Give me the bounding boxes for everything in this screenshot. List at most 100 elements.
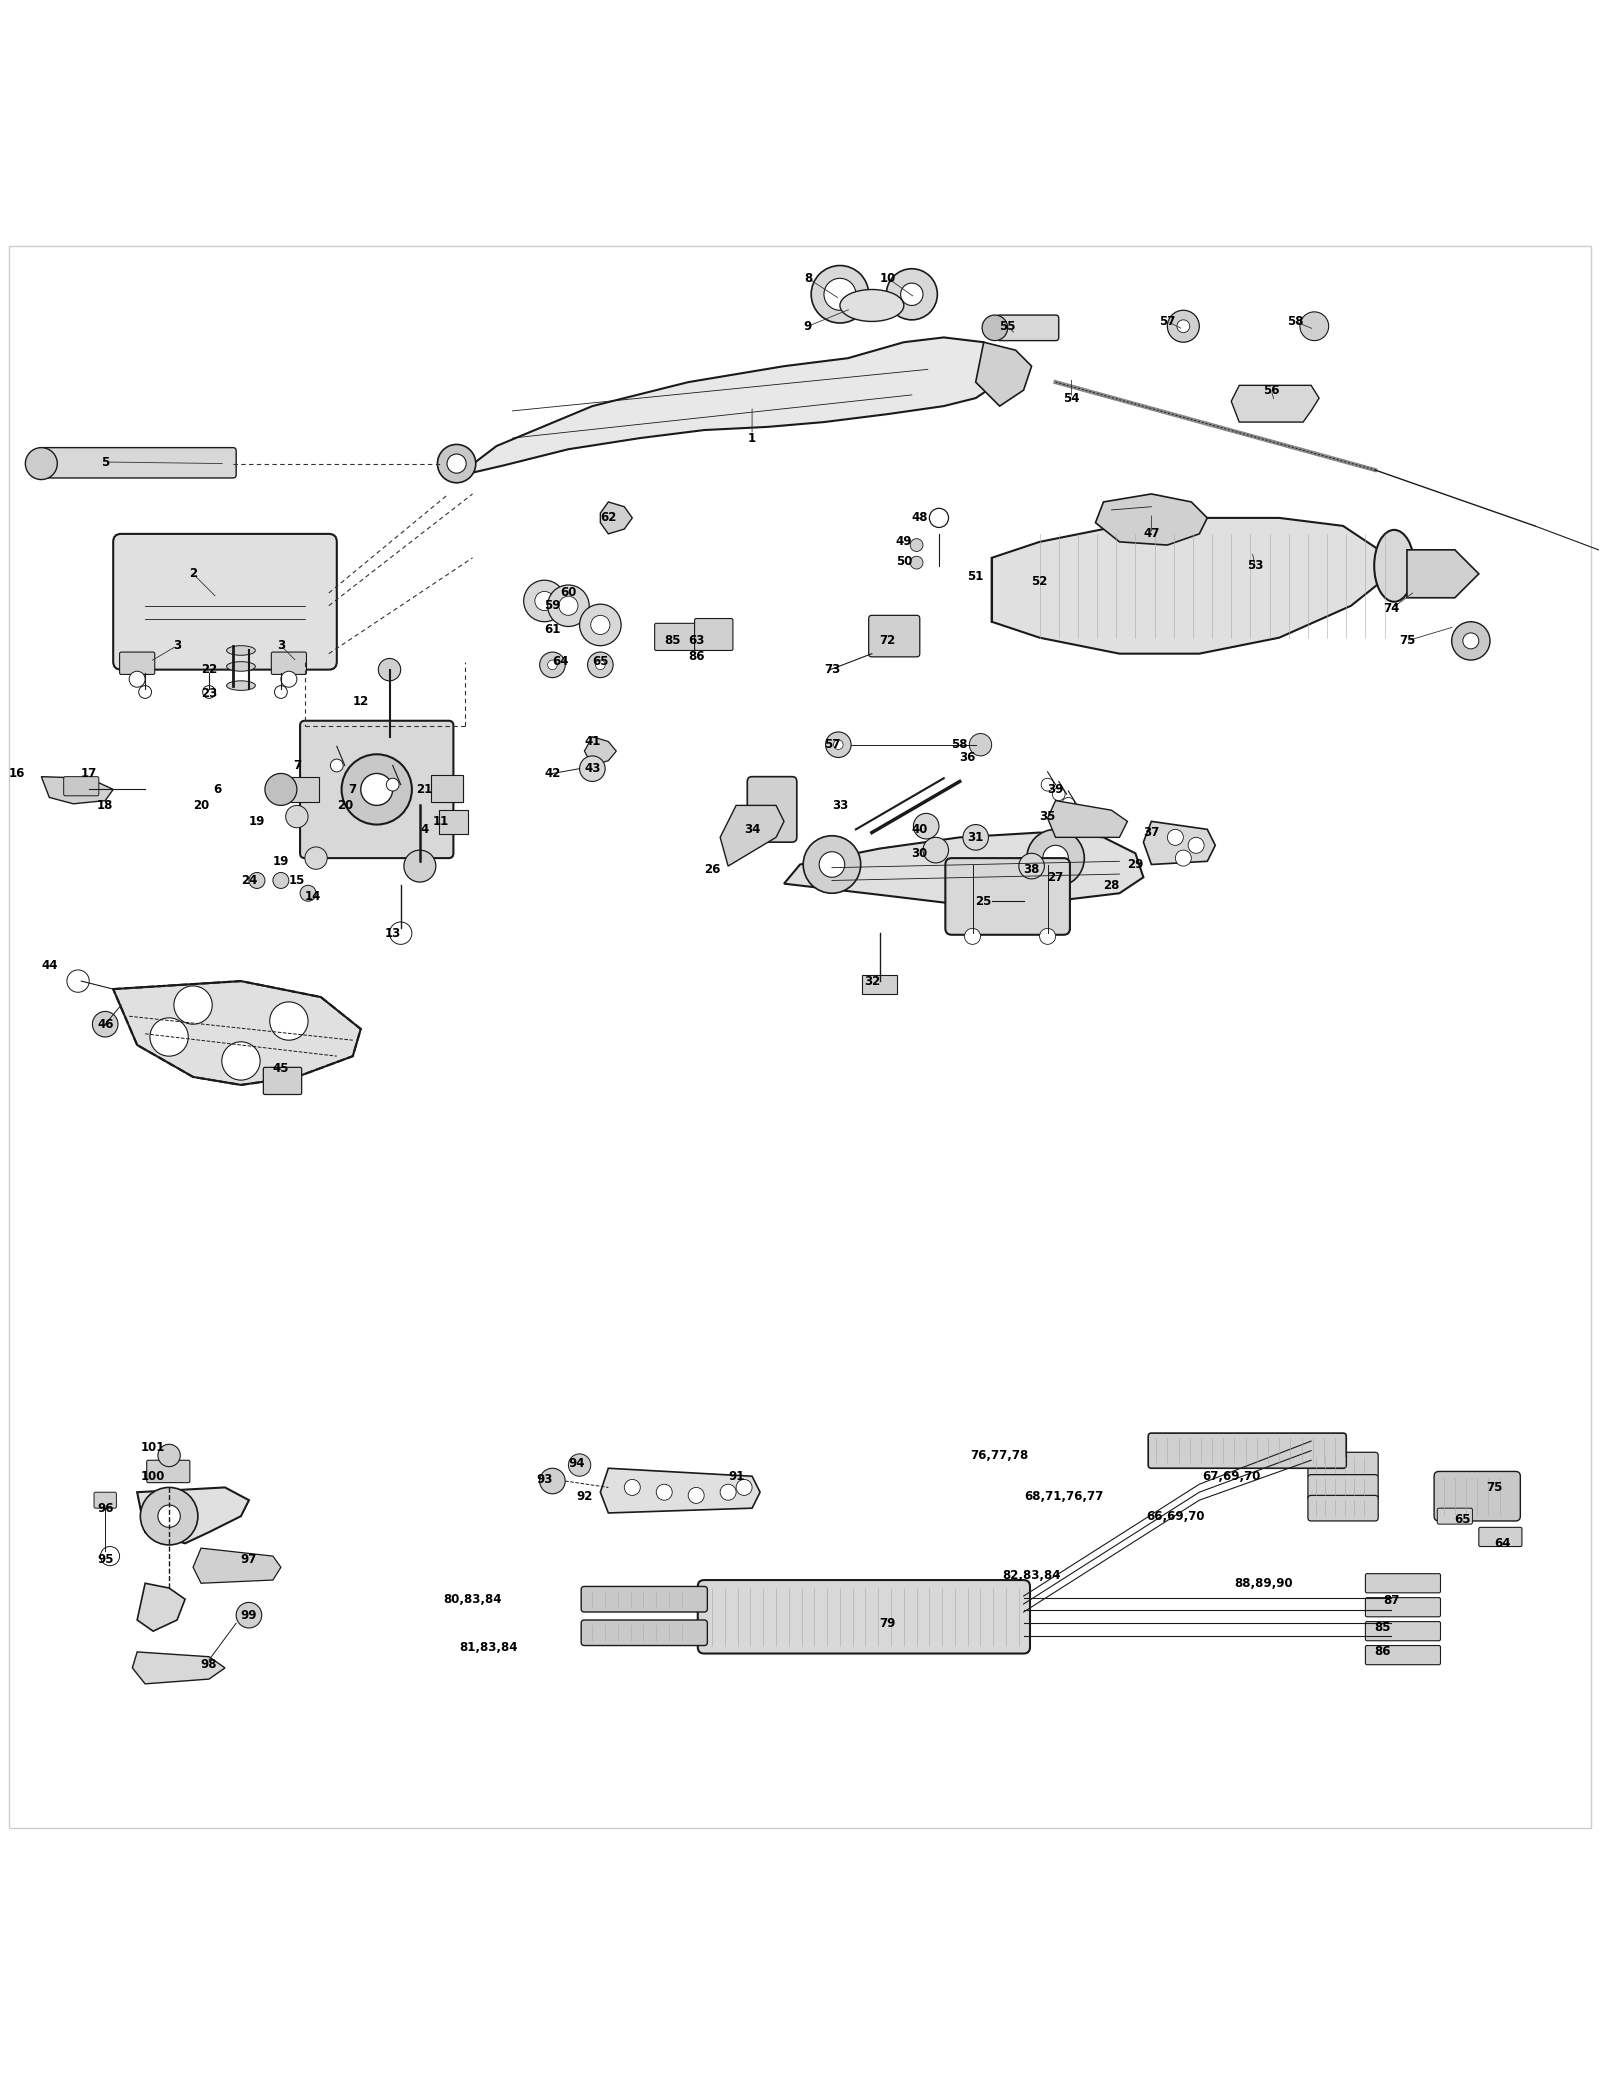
FancyBboxPatch shape (272, 651, 307, 674)
Text: 93: 93 (536, 1473, 552, 1485)
Circle shape (1451, 622, 1490, 660)
Circle shape (901, 284, 923, 305)
Text: 8: 8 (803, 272, 813, 284)
Circle shape (720, 1485, 736, 1500)
Polygon shape (138, 1487, 250, 1543)
Text: 67,69,70: 67,69,70 (1202, 1470, 1261, 1483)
Circle shape (1189, 838, 1205, 852)
Circle shape (547, 585, 589, 626)
Circle shape (360, 774, 392, 805)
Circle shape (982, 315, 1008, 340)
FancyBboxPatch shape (869, 616, 920, 657)
Polygon shape (1232, 386, 1318, 423)
Text: 19: 19 (272, 854, 290, 867)
Circle shape (1062, 796, 1075, 811)
Text: 74: 74 (1382, 601, 1398, 616)
Text: 55: 55 (1000, 319, 1016, 332)
Circle shape (826, 732, 851, 757)
Ellipse shape (227, 645, 256, 655)
Circle shape (403, 850, 435, 881)
Text: 56: 56 (1262, 384, 1280, 396)
Circle shape (203, 686, 216, 699)
Text: 76,77,78: 76,77,78 (971, 1450, 1029, 1462)
Text: 2: 2 (189, 568, 197, 581)
FancyBboxPatch shape (1149, 1433, 1346, 1468)
Circle shape (250, 873, 266, 888)
Circle shape (174, 985, 213, 1025)
Text: 60: 60 (560, 587, 576, 599)
Text: 97: 97 (240, 1553, 258, 1566)
FancyBboxPatch shape (114, 533, 338, 670)
FancyBboxPatch shape (430, 776, 462, 803)
Text: 48: 48 (912, 512, 928, 525)
Circle shape (656, 1485, 672, 1500)
Circle shape (523, 581, 565, 622)
Text: 40: 40 (912, 823, 928, 836)
Circle shape (331, 759, 342, 772)
Circle shape (1027, 830, 1085, 888)
Text: 62: 62 (600, 512, 616, 525)
FancyBboxPatch shape (694, 618, 733, 651)
Text: 42: 42 (544, 767, 560, 780)
Text: 101: 101 (141, 1441, 165, 1454)
Circle shape (437, 444, 475, 483)
Text: 81,83,84: 81,83,84 (459, 1641, 518, 1653)
Circle shape (963, 825, 989, 850)
Polygon shape (784, 832, 1144, 904)
Text: 79: 79 (880, 1616, 896, 1630)
Text: 10: 10 (880, 272, 896, 284)
Text: 98: 98 (200, 1659, 218, 1672)
Circle shape (274, 873, 290, 888)
Text: 50: 50 (896, 554, 912, 568)
Polygon shape (600, 1468, 760, 1512)
Text: 82,83,84: 82,83,84 (1002, 1568, 1061, 1582)
Text: 46: 46 (98, 1018, 114, 1031)
Circle shape (834, 740, 843, 749)
Text: 16: 16 (10, 767, 26, 780)
Text: 36: 36 (960, 751, 976, 763)
Circle shape (1168, 830, 1184, 846)
Text: 58: 58 (1286, 315, 1304, 328)
Text: 99: 99 (240, 1609, 258, 1622)
Text: 59: 59 (544, 599, 560, 612)
Circle shape (378, 657, 400, 680)
Circle shape (158, 1444, 181, 1466)
Circle shape (547, 660, 557, 670)
FancyBboxPatch shape (264, 1068, 302, 1095)
Text: 52: 52 (1032, 574, 1048, 589)
Text: 1: 1 (749, 431, 757, 444)
Circle shape (446, 454, 466, 473)
Circle shape (1299, 311, 1328, 340)
Text: 54: 54 (1064, 392, 1080, 404)
Text: 85: 85 (1374, 1622, 1392, 1634)
FancyBboxPatch shape (747, 776, 797, 842)
Circle shape (534, 591, 554, 610)
Circle shape (306, 846, 328, 869)
Text: 35: 35 (1040, 811, 1056, 823)
FancyBboxPatch shape (64, 776, 99, 796)
FancyBboxPatch shape (1307, 1452, 1378, 1479)
FancyBboxPatch shape (38, 448, 237, 477)
Text: 29: 29 (1128, 859, 1144, 871)
FancyBboxPatch shape (654, 624, 698, 651)
Text: 87: 87 (1382, 1595, 1398, 1607)
Text: 32: 32 (864, 975, 880, 987)
Circle shape (341, 755, 411, 825)
Circle shape (286, 805, 309, 828)
Circle shape (1040, 929, 1056, 944)
Text: 38: 38 (1024, 863, 1040, 875)
FancyBboxPatch shape (1365, 1574, 1440, 1593)
FancyBboxPatch shape (1365, 1622, 1440, 1641)
Text: 61: 61 (544, 622, 560, 637)
Text: 5: 5 (101, 456, 109, 469)
FancyBboxPatch shape (1434, 1470, 1520, 1520)
Text: 51: 51 (968, 570, 984, 583)
Circle shape (301, 886, 317, 902)
Text: 96: 96 (98, 1502, 114, 1514)
FancyBboxPatch shape (698, 1580, 1030, 1653)
Circle shape (1053, 788, 1066, 801)
FancyBboxPatch shape (438, 811, 467, 834)
Text: 14: 14 (304, 890, 322, 902)
Text: 15: 15 (288, 873, 306, 888)
FancyBboxPatch shape (1365, 1597, 1440, 1618)
